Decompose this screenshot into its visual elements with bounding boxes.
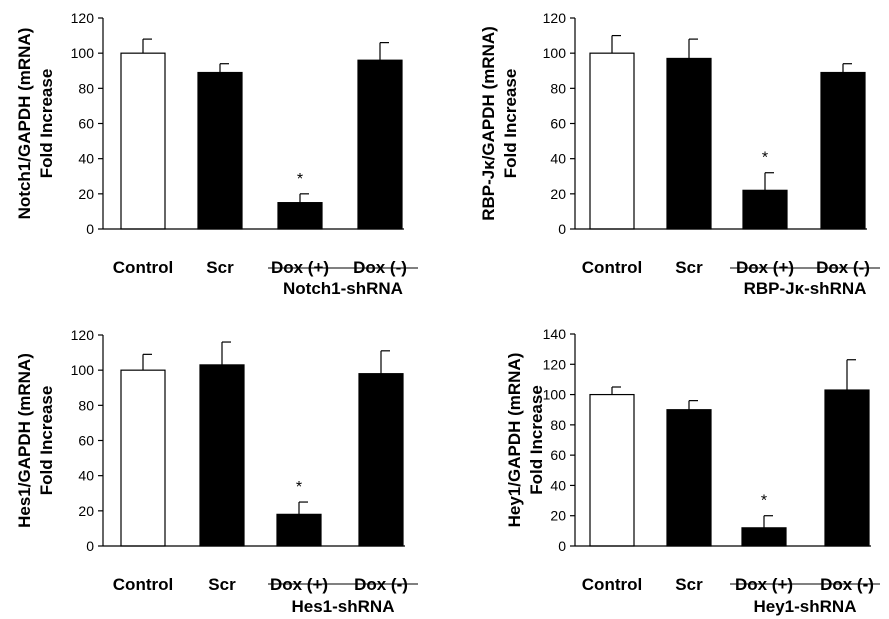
bar-control	[590, 395, 634, 546]
y-tick-label: 120	[543, 10, 567, 26]
bar-control	[590, 53, 634, 229]
y-tick-label: 100	[71, 362, 95, 378]
y-tick-label: 120	[71, 10, 95, 26]
y-axis-label-line1: Hes1/GAPDH (mRNA)	[15, 353, 34, 528]
group-label: Notch1-shRNA	[283, 279, 403, 298]
y-axis-label-line2: Fold Increase	[37, 386, 56, 496]
panel-hey1: Hey1/GAPDH (mRNA) Fold Increase Hey1-shR…	[505, 326, 880, 616]
y-axis-label-line2: Fold Increase	[37, 69, 56, 179]
bar-dox	[277, 514, 321, 546]
y-tick-label: 0	[558, 538, 566, 554]
y-tick-label: 20	[550, 186, 566, 202]
significance-marker: *	[296, 479, 302, 496]
y-tick-label: 40	[550, 151, 566, 167]
y-axis-label-line1: Hey1/GAPDH (mRNA)	[505, 353, 524, 528]
y-tick-label: 0	[86, 221, 94, 237]
bar-dox	[359, 374, 403, 546]
bar-dox	[821, 73, 865, 229]
y-axis-label-line1: Notch1/GAPDH (mRNA)	[15, 28, 34, 220]
significance-marker: *	[761, 493, 767, 510]
y-tick-label: 60	[550, 447, 566, 463]
group-label: RBP-Jκ-shRNA	[744, 279, 867, 298]
category-label: Control	[113, 575, 173, 594]
y-tick-label: 80	[78, 80, 94, 96]
category-label: Scr	[675, 258, 703, 277]
y-tick-label: 0	[86, 538, 94, 554]
y-tick-label: 60	[78, 433, 94, 449]
y-tick-label: 140	[543, 326, 567, 342]
bar-dox	[278, 203, 322, 229]
category-label: Scr	[208, 575, 236, 594]
significance-marker: *	[297, 171, 303, 188]
y-tick-label: 40	[78, 468, 94, 484]
panel-rbpjk: RBP-Jκ/GAPDH (mRNA) Fold Increase RBP-Jκ…	[479, 10, 880, 298]
y-tick-label: 20	[78, 503, 94, 519]
bar-control	[121, 370, 165, 546]
panel-hes1: Hes1/GAPDH (mRNA) Fold Increase Hes1-shR…	[15, 327, 418, 616]
y-tick-label: 80	[78, 397, 94, 413]
bar-dox	[825, 390, 869, 546]
bar-scr	[198, 73, 242, 229]
y-tick-label: 20	[78, 186, 94, 202]
y-tick-label: 40	[550, 477, 566, 493]
y-tick-label: 100	[543, 387, 567, 403]
category-label: Control	[582, 258, 642, 277]
panel-notch1: Notch1/GAPDH (mRNA) Fold Increase Notch1…	[15, 10, 418, 298]
y-tick-label: 100	[543, 45, 567, 61]
bar-scr	[200, 365, 244, 546]
category-label: Control	[113, 258, 173, 277]
category-label: Scr	[675, 575, 703, 594]
category-label: Control	[582, 575, 642, 594]
group-label: Hey1-shRNA	[754, 597, 857, 616]
significance-marker: *	[762, 150, 768, 167]
category-label: Scr	[206, 258, 234, 277]
y-tick-label: 60	[78, 116, 94, 132]
y-tick-label: 120	[71, 327, 95, 343]
y-tick-label: 120	[543, 356, 567, 372]
y-tick-label: 80	[550, 417, 566, 433]
bar-control	[121, 53, 165, 229]
y-tick-label: 100	[71, 45, 95, 61]
bar-scr	[667, 58, 711, 229]
group-label: Hes1-shRNA	[292, 597, 395, 616]
y-tick-label: 0	[558, 221, 566, 237]
bar-dox	[358, 60, 402, 229]
y-tick-label: 20	[550, 508, 566, 524]
y-tick-label: 60	[550, 116, 566, 132]
y-tick-label: 80	[550, 80, 566, 96]
y-axis-label-line2: Fold Increase	[501, 69, 520, 179]
y-tick-label: 40	[78, 151, 94, 167]
bar-dox	[742, 528, 786, 546]
y-axis-label-line1: RBP-Jκ/GAPDH (mRNA)	[479, 26, 498, 221]
bar-scr	[667, 410, 711, 546]
bar-dox	[743, 190, 787, 229]
